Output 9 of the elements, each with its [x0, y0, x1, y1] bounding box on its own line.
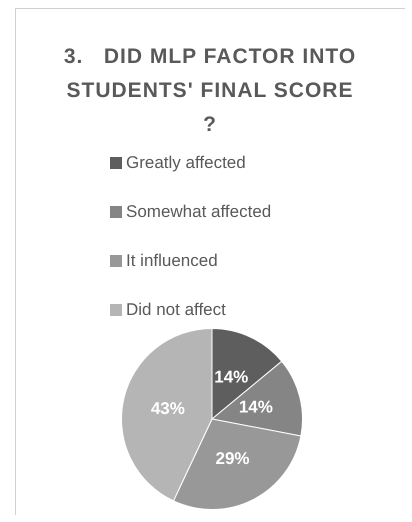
chart-title: 3. DID MLP FACTOR INTO STUDENTS' FINAL SCORE ? [62, 44, 358, 138]
data-label: 14% [214, 368, 248, 387]
legend-label: Greatly affected [126, 153, 246, 173]
legend-label: Somewhat affected [126, 202, 272, 222]
data-label: 29% [216, 449, 250, 468]
data-label: 14% [238, 397, 273, 416]
legend-label: It influenced [126, 251, 218, 271]
data-label: 43% [150, 398, 185, 418]
legend-label: Did not affect [126, 300, 226, 320]
